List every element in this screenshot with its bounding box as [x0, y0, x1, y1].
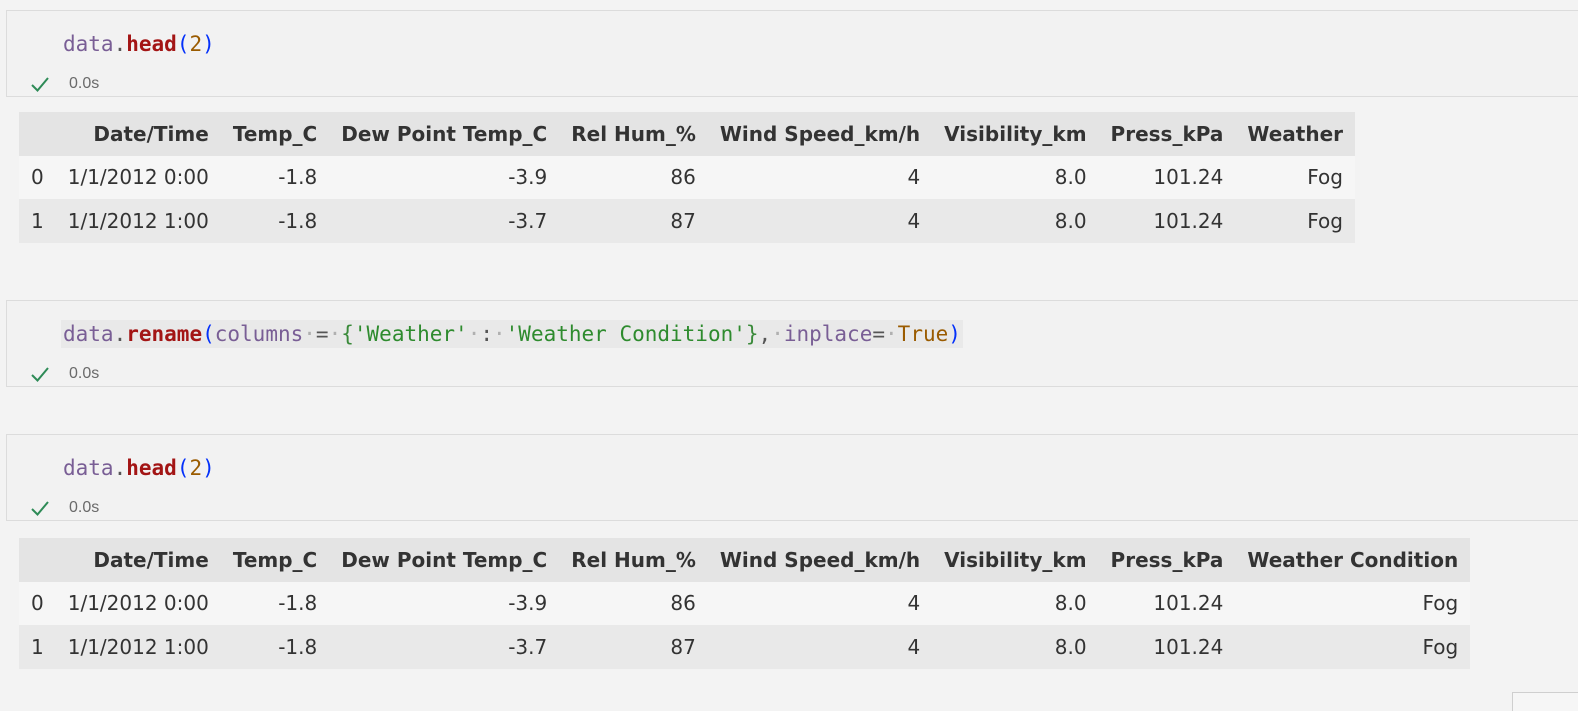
table-cell: -3.7 [508, 634, 548, 659]
table-cell: 1/1/2012 0:00 [67, 165, 209, 190]
execution-status: 0.0s [29, 497, 99, 519]
code-editor-2[interactable]: data.rename(columns·=·{'Weather'·:·'Weat… [61, 320, 963, 348]
execution-status: 0.0s [29, 73, 99, 95]
table-cell: 8.0 [1054, 165, 1087, 190]
code-token: inplace [783, 322, 873, 346]
table-cell: 101.24 [1153, 634, 1224, 659]
code-token: 2 [189, 32, 203, 56]
table-row: 0 1/1/2012 0:00 -1.8 -3.9 86 4 8.0 101.2… [19, 155, 1355, 199]
code-editor-3[interactable]: data.head(2) [63, 456, 215, 480]
code-token: head [126, 32, 177, 56]
code-token: data [63, 32, 114, 56]
column-header: Press_kPa [1110, 121, 1224, 146]
code-token: head [126, 456, 177, 480]
table-cell: 101.24 [1153, 208, 1224, 233]
column-header: Wind Speed_km/h [719, 547, 921, 572]
execution-time: 0.0s [69, 75, 100, 92]
dataframe-table: Date/Time Temp_C Dew Point Temp_C Rel Hu… [19, 112, 1355, 243]
table-cell: 87 [670, 634, 696, 659]
table-cell: 101.24 [1153, 165, 1224, 190]
table-cell: Fog [1422, 634, 1459, 659]
column-header: Press_kPa [1110, 547, 1224, 572]
table-cell: Fog [1422, 591, 1459, 616]
row-index: 1 [31, 634, 44, 659]
check-icon [31, 77, 49, 92]
dataframe-table: Date/Time Temp_C Dew Point Temp_C Rel Hu… [19, 538, 1471, 669]
table-cell: Fog [1307, 165, 1343, 190]
table-cell: 4 [907, 208, 921, 233]
table-cell: 8.0 [1054, 591, 1087, 616]
table-cell: -1.8 [278, 208, 318, 233]
column-header: Wind Speed_km/h [719, 121, 921, 146]
code-token: columns [214, 322, 304, 346]
code-token: data [63, 456, 114, 480]
table-cell: 101.24 [1153, 591, 1224, 616]
table-cell: 8.0 [1054, 634, 1087, 659]
check-icon [31, 367, 49, 382]
table-cell: 1/1/2012 1:00 [67, 634, 209, 659]
column-header: Rel Hum_% [571, 547, 696, 572]
column-header: Weather Condition [1247, 547, 1459, 572]
column-header: Dew Point Temp_C [341, 121, 548, 146]
index-header [19, 538, 56, 582]
code-token: rename [126, 322, 203, 346]
table-cell: 8.0 [1054, 208, 1087, 233]
scrollbar-corner[interactable] [1512, 692, 1578, 711]
table-cell: 4 [907, 165, 921, 190]
table-cell: 86 [670, 591, 696, 616]
column-header: Dew Point Temp_C [341, 547, 548, 572]
table-cell: -3.9 [508, 165, 548, 190]
column-header: Date/Time [93, 121, 209, 146]
table-cell: -1.8 [278, 591, 318, 616]
row-index: 0 [31, 591, 44, 616]
code-token: 'Weather' [353, 322, 468, 346]
table-cell: 1/1/2012 1:00 [67, 208, 209, 233]
check-icon [31, 501, 49, 516]
table-cell: -3.7 [508, 208, 548, 233]
column-header: Temp_C [232, 547, 318, 572]
code-token: True [897, 322, 949, 346]
table-row: 1 1/1/2012 1:00 -1.8 -3.7 87 4 8.0 101.2… [19, 199, 1355, 243]
column-header: Temp_C [232, 121, 318, 146]
output-table-1: Date/Time Temp_C Dew Point Temp_C Rel Hu… [19, 112, 1355, 243]
table-cell: 4 [907, 634, 921, 659]
execution-time: 0.0s [69, 365, 100, 382]
index-header [19, 112, 56, 156]
code-token: 'Weather Condition' [505, 322, 746, 346]
table-cell: -1.8 [278, 165, 318, 190]
code-cell-2[interactable]: data.rename(columns·=·{'Weather'·:·'Weat… [6, 300, 1578, 387]
column-header: Visibility_km [944, 121, 1087, 146]
output-table-2: Date/Time Temp_C Dew Point Temp_C Rel Hu… [19, 538, 1471, 669]
column-header: Weather [1247, 121, 1343, 146]
table-header-row: Date/Time Temp_C Dew Point Temp_C Rel Hu… [19, 112, 1355, 156]
table-row: 0 1/1/2012 0:00 -1.8 -3.9 86 4 8.0 101.2… [19, 581, 1471, 625]
row-index: 0 [31, 165, 44, 190]
table-cell: -1.8 [278, 634, 318, 659]
table-header-row: Date/Time Temp_C Dew Point Temp_C Rel Hu… [19, 538, 1471, 582]
execution-status: 0.0s [29, 363, 99, 385]
table-cell: 87 [670, 208, 696, 233]
column-header: Visibility_km [944, 547, 1087, 572]
column-header: Rel Hum_% [571, 121, 696, 146]
table-cell: -3.9 [508, 591, 548, 616]
code-token: data [63, 322, 114, 346]
code-editor-1[interactable]: data.head(2) [63, 32, 215, 56]
table-cell: 4 [907, 591, 921, 616]
table-cell: 1/1/2012 0:00 [67, 591, 209, 616]
code-token: 2 [189, 456, 203, 480]
row-index: 1 [31, 208, 44, 233]
column-header: Date/Time [93, 547, 209, 572]
code-cell-3[interactable]: data.head(2) 0.0s [6, 434, 1578, 521]
execution-time: 0.0s [69, 499, 100, 516]
table-row: 1 1/1/2012 1:00 -1.8 -3.7 87 4 8.0 101.2… [19, 625, 1471, 669]
table-cell: Fog [1307, 208, 1343, 233]
code-cell-1[interactable]: data.head(2) 0.0s [6, 10, 1578, 97]
table-cell: 86 [670, 165, 696, 190]
